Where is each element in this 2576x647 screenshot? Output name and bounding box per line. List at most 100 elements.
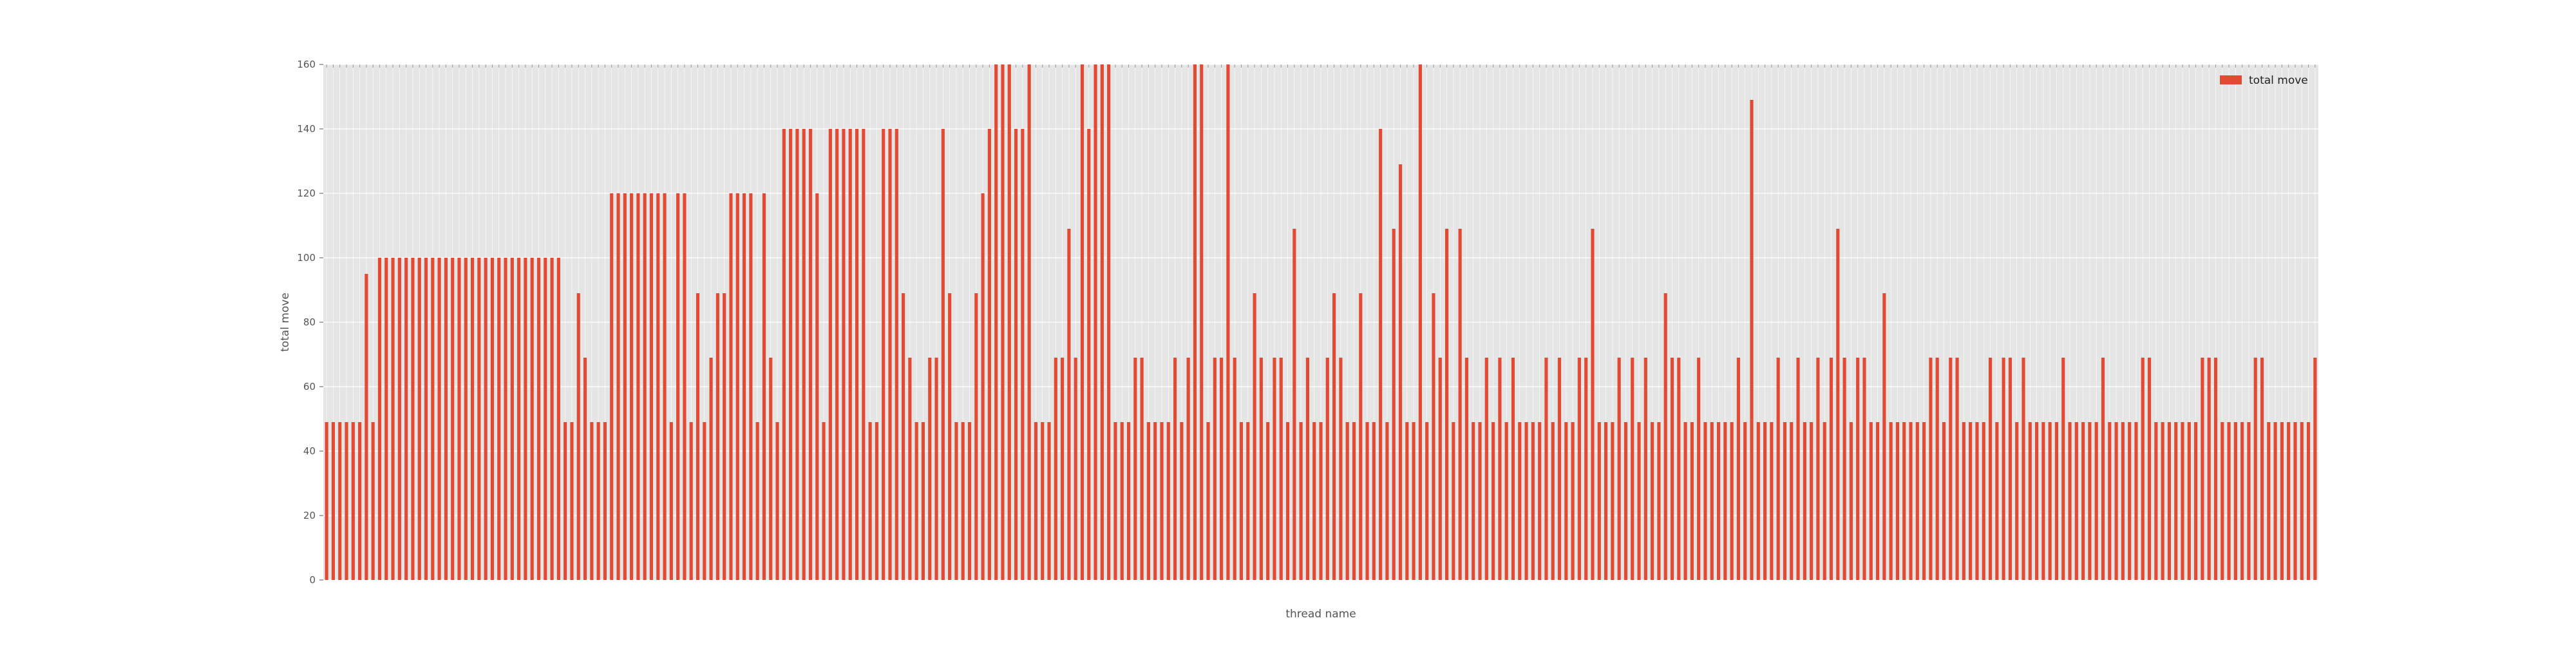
bar <box>1253 293 1256 580</box>
bar <box>564 422 567 580</box>
bar <box>2048 422 2052 580</box>
bar <box>1810 422 1814 580</box>
bar <box>1472 422 1475 580</box>
bar <box>1902 422 1906 580</box>
bar <box>1770 422 1774 580</box>
bar <box>2002 358 2005 580</box>
bar <box>2167 422 2171 580</box>
bar <box>1080 64 1084 580</box>
bar <box>623 193 627 580</box>
bar <box>417 258 421 580</box>
bar <box>2028 422 2032 580</box>
bar <box>610 193 614 580</box>
bar <box>1027 64 1031 580</box>
bar <box>1511 358 1515 580</box>
bar <box>1842 358 1846 580</box>
bar <box>802 129 806 580</box>
bar <box>365 274 368 580</box>
bar <box>1604 422 1608 580</box>
bar <box>384 258 388 580</box>
bar <box>1186 358 1190 580</box>
bar <box>331 422 336 580</box>
bar <box>1975 422 1979 580</box>
bar <box>1438 358 1442 580</box>
bar <box>497 258 501 580</box>
bar <box>1200 64 1204 580</box>
bar <box>961 422 965 580</box>
bar <box>1862 358 1866 580</box>
bar <box>1206 422 1210 580</box>
bar <box>855 129 859 580</box>
bar <box>570 422 574 580</box>
bar <box>1750 100 1754 580</box>
bar <box>424 258 428 580</box>
bar <box>2187 422 2191 580</box>
bar <box>1498 358 1502 580</box>
bar <box>1836 229 1840 580</box>
bar <box>1776 358 1780 580</box>
bar <box>1677 358 1681 580</box>
bar <box>404 258 408 580</box>
bar <box>2280 422 2284 580</box>
bar <box>397 258 401 580</box>
bar <box>2287 422 2291 580</box>
bar <box>1233 358 1236 580</box>
bar <box>2081 422 2085 580</box>
bar <box>808 129 813 580</box>
y-tick-label: 40 <box>303 445 316 457</box>
bar <box>1969 422 1973 580</box>
bar <box>1597 422 1601 580</box>
bar <box>762 193 766 580</box>
bar <box>1895 422 1900 580</box>
bar <box>981 193 985 580</box>
bar <box>2293 422 2297 580</box>
bar <box>451 258 455 580</box>
bar <box>1955 358 1959 580</box>
bar <box>1571 422 1575 580</box>
bar <box>1239 422 1244 580</box>
bar <box>1193 64 1197 580</box>
bar <box>1418 64 1422 580</box>
bar <box>2041 422 2045 580</box>
bar <box>530 258 534 580</box>
bar <box>2101 358 2105 580</box>
bar <box>755 422 759 580</box>
bar <box>1266 422 1270 580</box>
bar <box>437 258 441 580</box>
bar <box>1007 64 1011 580</box>
bar <box>2074 422 2078 580</box>
bar <box>1564 422 1568 580</box>
bar <box>1856 358 1860 580</box>
bar <box>928 358 932 580</box>
bar <box>630 193 634 580</box>
bar <box>908 358 912 580</box>
bar <box>742 193 746 580</box>
bar <box>1074 358 1077 580</box>
bar <box>1293 229 1296 580</box>
bar <box>1690 422 1694 580</box>
bar <box>1683 422 1687 580</box>
bar <box>2008 358 2012 580</box>
bar <box>1982 422 1985 580</box>
bar <box>1153 422 1157 580</box>
bar <box>1458 229 1462 580</box>
bar <box>2114 422 2118 580</box>
bar <box>1398 164 1403 580</box>
bar <box>1518 422 1522 580</box>
y-tick-label: 60 <box>303 381 316 392</box>
bar <box>1113 422 1117 580</box>
bar <box>1875 422 1880 580</box>
bar <box>1379 129 1383 580</box>
bar <box>1365 422 1369 580</box>
bar <box>1816 358 1820 580</box>
bar <box>490 258 495 580</box>
bar <box>1312 422 1316 580</box>
bar <box>689 422 693 580</box>
bar <box>351 422 355 580</box>
bar <box>934 358 938 580</box>
bar <box>775 422 779 580</box>
bar <box>457 258 461 580</box>
bar <box>471 258 475 580</box>
